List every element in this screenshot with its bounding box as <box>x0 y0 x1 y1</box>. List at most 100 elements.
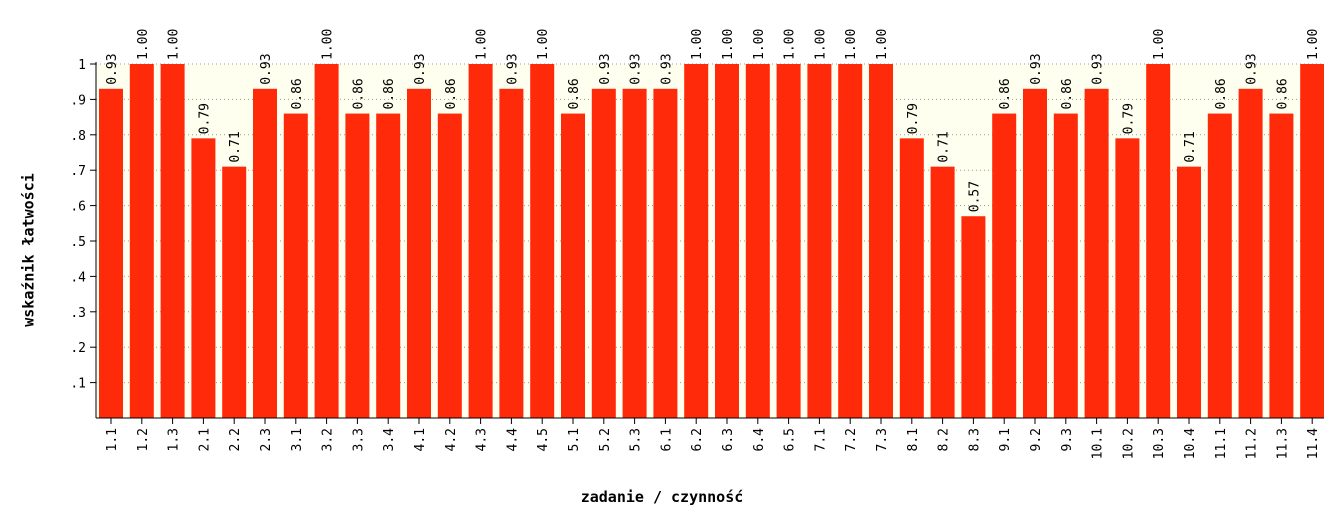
data-label-4.1: 0.93 <box>413 53 428 84</box>
data-label-6.3: 1.00 <box>721 29 736 60</box>
x-tick-label-8.3: 8.3 <box>967 428 982 451</box>
bar-5.2 <box>591 88 616 418</box>
data-label-11.3: 0.86 <box>1275 78 1290 109</box>
data-label-10.1: 0.93 <box>1091 53 1106 84</box>
data-label-3.3: 0.86 <box>351 78 366 109</box>
data-label-4.5: 1.00 <box>536 29 551 60</box>
bar-2.3 <box>253 88 277 418</box>
data-label-10.4: 0.71 <box>1183 131 1198 162</box>
x-tick-label-3.3: 3.3 <box>351 428 366 451</box>
bar-1.3 <box>160 64 185 418</box>
data-label-6.1: 0.93 <box>659 53 674 84</box>
bar-1.2 <box>129 64 154 418</box>
data-label-2.3: 0.93 <box>259 53 274 84</box>
axes: .1.2.3.4.5.6.7.8.911.1 1.2 1.3 2.1 2.2 2.3 3.1… <box>70 58 1324 459</box>
x-tick-label-7.1: 7.1 <box>813 428 828 451</box>
bar-2.1 <box>191 138 216 418</box>
x-tick-label-11.4: 11.4 <box>1306 428 1321 459</box>
data-label-7.1: 1.00 <box>813 29 828 60</box>
x-tick-label-1.2: 1.2 <box>136 428 151 451</box>
bars <box>99 64 1324 418</box>
x-tick-label-5.3: 5.3 <box>629 428 644 451</box>
x-tick-label-4.5: 4.5 <box>536 428 551 451</box>
y-tick-label: .7 <box>70 164 86 179</box>
x-tick-label-8.2: 8.2 <box>937 428 952 451</box>
bar-3.3 <box>345 113 370 418</box>
x-tick-label-11.1: 11.1 <box>1214 428 1229 459</box>
bar-4.2 <box>437 113 462 418</box>
bar-10.1 <box>1084 88 1109 418</box>
data-label-1.2: 1.00 <box>136 29 151 60</box>
x-tick-label-1.1: 1.1 <box>105 428 120 451</box>
x-tick-label-9.3: 9.3 <box>1060 428 1075 451</box>
x-tick-label-7.2: 7.2 <box>844 428 859 451</box>
bar-6.4 <box>745 64 770 418</box>
x-tick-label-3.1: 3.1 <box>290 428 305 451</box>
data-label-6.5: 1.00 <box>783 29 798 60</box>
bar-3.1 <box>283 113 308 418</box>
bar-6.3 <box>715 64 739 418</box>
data-label-3.1: 0.86 <box>290 78 305 109</box>
bar-10.4 <box>1177 166 1201 418</box>
x-tick-label-5.1: 5.1 <box>567 428 582 451</box>
data-label-6.4: 1.00 <box>752 29 767 60</box>
x-tick-label-4.1: 4.1 <box>413 428 428 451</box>
x-tick-label-6.2: 6.2 <box>690 428 705 451</box>
data-label-11.4: 1.00 <box>1306 29 1321 60</box>
bar-10.2 <box>1115 138 1140 418</box>
bar-4.4 <box>499 88 524 418</box>
data-label-2.1: 0.79 <box>197 103 212 134</box>
y-tick-label: .1 <box>70 377 86 392</box>
data-label-1.1: 0.93 <box>105 53 120 84</box>
x-tick-label-4.4: 4.4 <box>505 428 520 452</box>
data-label-5.3: 0.93 <box>629 53 644 84</box>
bar-8.2 <box>930 166 955 418</box>
data-label-9.3: 0.86 <box>1060 78 1075 109</box>
bar-7.2 <box>838 64 863 418</box>
data-label-5.2: 0.93 <box>598 53 613 84</box>
bar-9.1 <box>992 113 1017 418</box>
x-tick-label-11.3: 11.3 <box>1275 428 1290 459</box>
bar-4.1 <box>407 88 431 418</box>
x-tick-label-8.1: 8.1 <box>906 428 921 451</box>
bar-8.1 <box>899 138 924 418</box>
y-tick-label: 1 <box>78 58 86 73</box>
x-tick-label-6.4: 6.4 <box>752 428 767 452</box>
bar-10.3 <box>1146 64 1171 418</box>
x-tick-label-2.3: 2.3 <box>259 428 274 451</box>
bar-7.3 <box>869 64 893 418</box>
bar-3.2 <box>314 64 339 418</box>
data-label-6.2: 1.00 <box>690 29 705 60</box>
x-tick-label-10.2: 10.2 <box>1121 428 1136 459</box>
x-tick-label-11.2: 11.2 <box>1245 428 1260 459</box>
data-label-11.2: 0.93 <box>1245 53 1260 84</box>
bar-9.2 <box>1023 88 1047 418</box>
x-tick-label-5.2: 5.2 <box>598 428 613 451</box>
data-label-8.2: 0.71 <box>937 131 952 162</box>
data-label-2.2: 0.71 <box>228 131 243 162</box>
data-label-7.3: 1.00 <box>875 29 890 60</box>
x-tick-label-1.3: 1.3 <box>167 428 182 451</box>
data-label-11.1: 0.86 <box>1214 78 1229 109</box>
data-label-7.2: 1.00 <box>844 29 859 60</box>
x-axis-title: zadanie / czynność <box>580 488 744 506</box>
bar-11.3 <box>1269 113 1294 418</box>
y-tick-label: .6 <box>70 200 86 215</box>
bar-7.1 <box>807 64 832 418</box>
bar-5.3 <box>622 88 647 418</box>
x-tick-label-7.3: 7.3 <box>875 428 890 451</box>
bar-4.3 <box>468 64 493 418</box>
data-label-3.4: 0.86 <box>382 78 397 109</box>
x-tick-label-4.3: 4.3 <box>475 428 490 451</box>
x-tick-label-3.2: 3.2 <box>321 428 336 451</box>
x-tick-label-6.1: 6.1 <box>659 428 674 451</box>
bar-6.1 <box>653 88 678 418</box>
y-tick-label: .3 <box>70 306 86 321</box>
bar-2.2 <box>222 166 247 418</box>
x-tick-label-9.2: 9.2 <box>1029 428 1044 451</box>
x-tick-label-10.1: 10.1 <box>1091 428 1106 459</box>
bar-9.3 <box>1053 113 1078 418</box>
data-labels: 0.93 1.00 1.00 0.79 0.71 0.93 0.86 1.00 0.86 0.86… <box>105 29 1321 213</box>
data-label-4.4: 0.93 <box>505 53 520 84</box>
data-label-1.3: 1.00 <box>167 29 182 60</box>
